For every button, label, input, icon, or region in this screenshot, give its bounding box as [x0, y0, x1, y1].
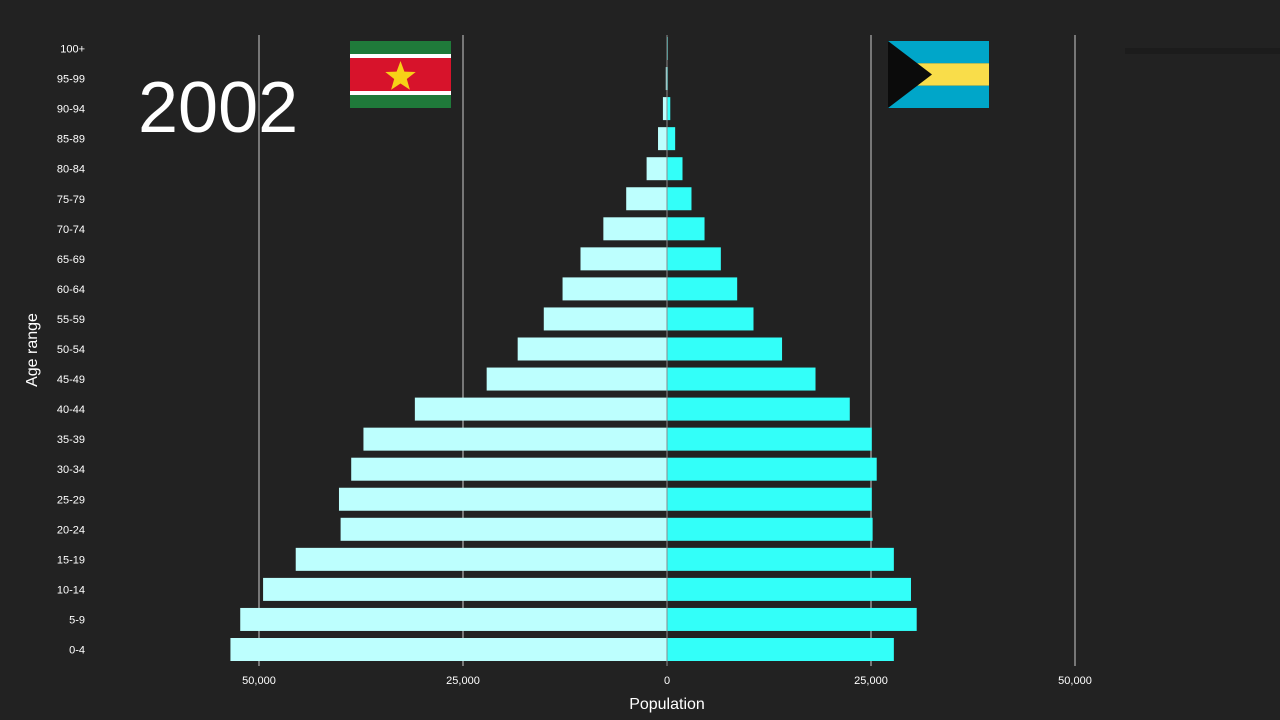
bahamas-flag-icon: [888, 41, 989, 108]
bar-right-40-44: [667, 397, 850, 421]
bar-right-30-34: [667, 457, 877, 481]
x-tick-label: 0: [664, 675, 670, 687]
bar-right-75-79: [667, 187, 692, 211]
y-tick-labels: 0-4 5-9 10-14 15-19 20-24 25-29 30-34 35-39 40-4…: [57, 44, 85, 657]
y-tick-label: 45-49: [57, 374, 85, 386]
y-tick-label: 85-89: [57, 134, 85, 146]
bar-left-85-89: [658, 127, 667, 151]
y-tick-label: 0-4: [69, 645, 85, 657]
bar-left-70-74: [603, 217, 667, 241]
bar-right-5-9: [667, 607, 917, 631]
x-tick-labels: 50,000 25,000 0 25,000 50,000: [242, 675, 1092, 687]
bar-left-15-19: [295, 547, 667, 571]
y-tick-label: 90-94: [57, 104, 85, 116]
bar-right-20-24: [667, 517, 873, 541]
bar-left-20-24: [340, 517, 667, 541]
bar-left-5-9: [240, 607, 667, 631]
y-tick-label: 20-24: [57, 524, 85, 536]
bar-right-0-4: [667, 638, 894, 661]
y-tick-label: 60-64: [57, 284, 85, 296]
top-edge-shadow: [1125, 48, 1280, 54]
bar-left-75-79: [626, 187, 667, 211]
bars: [230, 35, 917, 666]
bar-right-45-49: [667, 367, 816, 391]
bar-right-85-89: [667, 127, 676, 151]
bar-left-65-69: [580, 247, 667, 271]
y-tick-label: 40-44: [57, 404, 85, 416]
bar-left-60-64: [562, 277, 667, 301]
y-axis-label: Age range: [24, 313, 41, 387]
y-tick-label: 5-9: [69, 614, 85, 626]
y-tick-label: 75-79: [57, 194, 85, 206]
bar-right-60-64: [667, 277, 738, 301]
bar-right-15-19: [667, 547, 894, 571]
bar-right-90-94: [667, 97, 671, 121]
y-tick-label: 15-19: [57, 554, 85, 566]
bar-right-65-69: [667, 247, 721, 271]
y-tick-label: 50-54: [57, 344, 85, 356]
bar-left-90-94: [662, 97, 667, 121]
y-tick-label: 70-74: [57, 224, 85, 236]
bar-right-10-14: [667, 577, 911, 601]
y-tick-label: 10-14: [57, 584, 85, 596]
bar-left-95-99: [665, 67, 667, 91]
bar-left-45-49: [486, 367, 667, 391]
x-tick-label: 50,000: [242, 675, 276, 687]
bar-left-80-84: [646, 157, 667, 181]
bar-left-55-59: [543, 307, 667, 331]
bar-right-25-29: [667, 487, 872, 511]
y-tick-label: 25-29: [57, 494, 85, 506]
x-tick-label: 50,000: [1058, 675, 1092, 687]
bar-right-55-59: [667, 307, 754, 331]
y-tick-label: 65-69: [57, 254, 85, 266]
bar-left-40-44: [414, 397, 667, 421]
bar-right-35-39: [667, 427, 872, 451]
bar-right-80-84: [667, 157, 683, 181]
bar-left-50-54: [517, 337, 667, 361]
y-tick-label: 80-84: [57, 164, 85, 176]
bar-left-35-39: [363, 427, 667, 451]
y-tick-label: 30-34: [57, 464, 85, 476]
bar-left-25-29: [338, 487, 667, 511]
bar-left-30-34: [351, 457, 667, 481]
y-tick-label: 100+: [60, 44, 85, 56]
y-tick-label: 95-99: [57, 74, 85, 86]
x-axis-label: Population: [629, 696, 705, 713]
bar-left-0-4: [230, 638, 667, 661]
y-tick-label: 35-39: [57, 434, 85, 446]
year-label: 2002: [138, 68, 299, 148]
x-tick-label: 25,000: [854, 675, 888, 687]
bar-left-10-14: [263, 577, 667, 601]
suriname-flag-icon: [350, 41, 451, 108]
bar-right-50-54: [667, 337, 783, 361]
x-tick-label: 25,000: [446, 675, 480, 687]
y-tick-label: 55-59: [57, 314, 85, 326]
bar-right-70-74: [667, 217, 705, 241]
